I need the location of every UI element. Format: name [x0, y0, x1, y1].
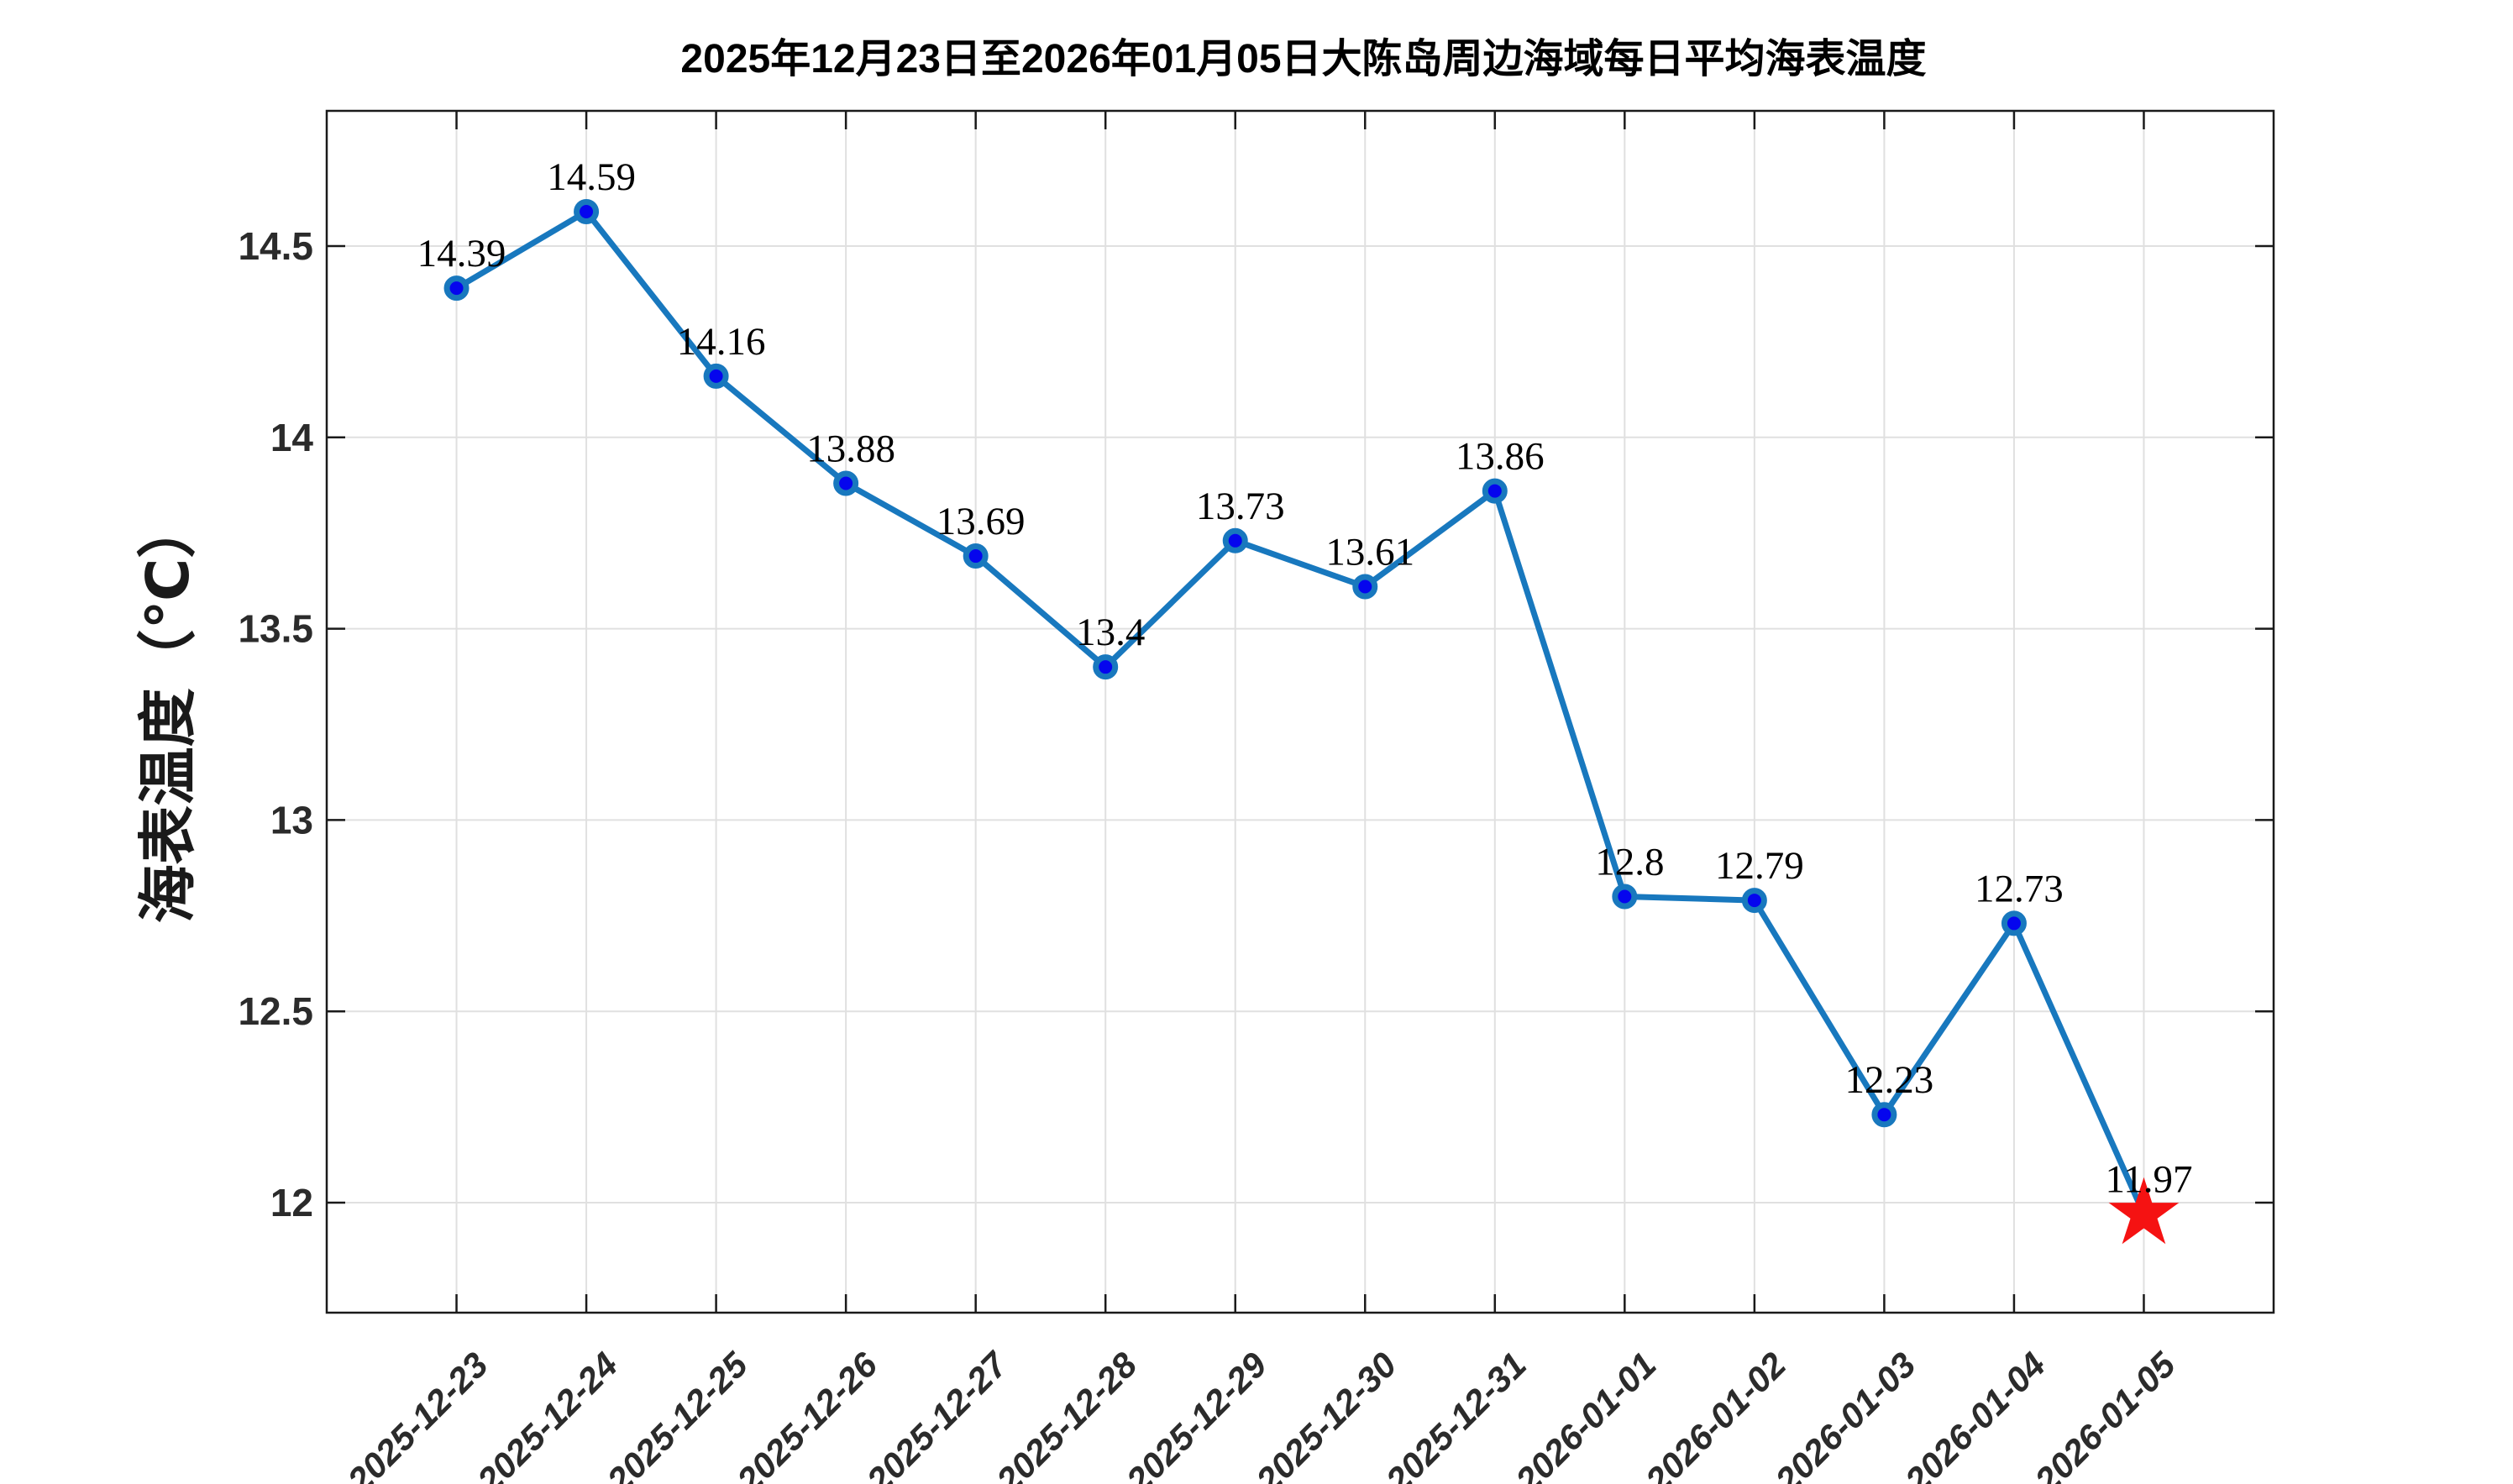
- x-tick-label: 2026-01-02: [1637, 1345, 1793, 1484]
- gridlines: [327, 111, 2274, 1313]
- temperature-series: [443, 198, 2180, 1245]
- data-point-label: 13.61: [1325, 530, 1414, 574]
- data-point-marker: [1612, 884, 1638, 910]
- data-point-label: 12.79: [1715, 844, 1804, 888]
- data-point-label: 12.73: [1975, 867, 2064, 910]
- x-tick-label: 2026-01-05: [2027, 1345, 2183, 1484]
- y-tick-label: 12: [270, 1181, 313, 1224]
- y-tick-label: 13.5: [238, 607, 313, 651]
- data-point-label: 11.97: [2105, 1158, 2192, 1202]
- tick-labels: 1212.51313.51414.52025-12-232025-12-2420…: [238, 224, 2183, 1484]
- plot-border: [325, 109, 2275, 1314]
- data-point-label: 14.59: [547, 155, 636, 199]
- x-tick-label: 2025-12-23: [339, 1345, 496, 1484]
- data-point-marker: [833, 470, 859, 496]
- data-point-marker: [1741, 888, 1767, 914]
- x-tick-label: 2026-01-04: [1897, 1345, 2053, 1484]
- chart-title: 2025年12月23日至2026年01月05日大陈岛周边海域每日平均海表温度: [680, 37, 1926, 81]
- x-tick-label: 2025-12-24: [470, 1345, 626, 1484]
- data-point-label: 14.39: [417, 232, 506, 275]
- data-point-marker: [1871, 1102, 1897, 1128]
- data-point-marker: [1482, 478, 1508, 504]
- x-tick-label: 2025-12-28: [989, 1345, 1145, 1484]
- y-tick-label: 14.5: [238, 224, 313, 268]
- data-point-label: 14.16: [677, 320, 766, 364]
- x-tick-label: 2025-12-29: [1118, 1345, 1274, 1484]
- x-tick-label: 2026-01-01: [1508, 1345, 1664, 1484]
- data-point-label: 12.23: [1845, 1058, 1934, 1102]
- axes: [325, 109, 2275, 1314]
- data-point-marker: [1093, 654, 1119, 680]
- y-axis-label: 海表温度（℃）: [135, 500, 201, 924]
- data-point-marker: [2001, 910, 2027, 936]
- x-tick-label: 2025-12-27: [858, 1344, 1015, 1484]
- data-point-marker: [574, 198, 600, 224]
- highlight-star-marker: [2108, 1177, 2180, 1245]
- y-tick-label: 12.5: [238, 989, 313, 1033]
- data-point-marker: [703, 363, 729, 389]
- series-line: [454, 208, 2147, 1218]
- x-tick-label: 2025-12-25: [599, 1345, 755, 1484]
- data-point-label: 13.86: [1456, 435, 1545, 479]
- y-tick-label: 13: [270, 798, 313, 842]
- data-point-label: 13.4: [1076, 611, 1145, 654]
- data-point-marker: [1352, 574, 1378, 600]
- data-point-label: 13.88: [806, 427, 895, 470]
- data-labels: 14.39 14.59 14.16 13.88 13.69 13.4 13.73 13.61 1…: [417, 155, 2193, 1202]
- data-point-label: 13.69: [936, 500, 1026, 543]
- x-tick-label: 2025-12-30: [1248, 1345, 1404, 1484]
- x-tick-label: 2025-12-31: [1377, 1345, 1534, 1484]
- data-point-marker: [963, 543, 989, 569]
- x-tick-label: 2026-01-03: [1767, 1345, 1923, 1484]
- data-point-label: 13.73: [1196, 485, 1285, 528]
- y-tick-label: 14: [270, 416, 314, 459]
- x-tick-label: 2025-12-26: [729, 1345, 885, 1484]
- data-point-marker: [1222, 527, 1248, 553]
- data-point-label: 12.8: [1595, 841, 1664, 884]
- data-point-marker: [443, 275, 470, 302]
